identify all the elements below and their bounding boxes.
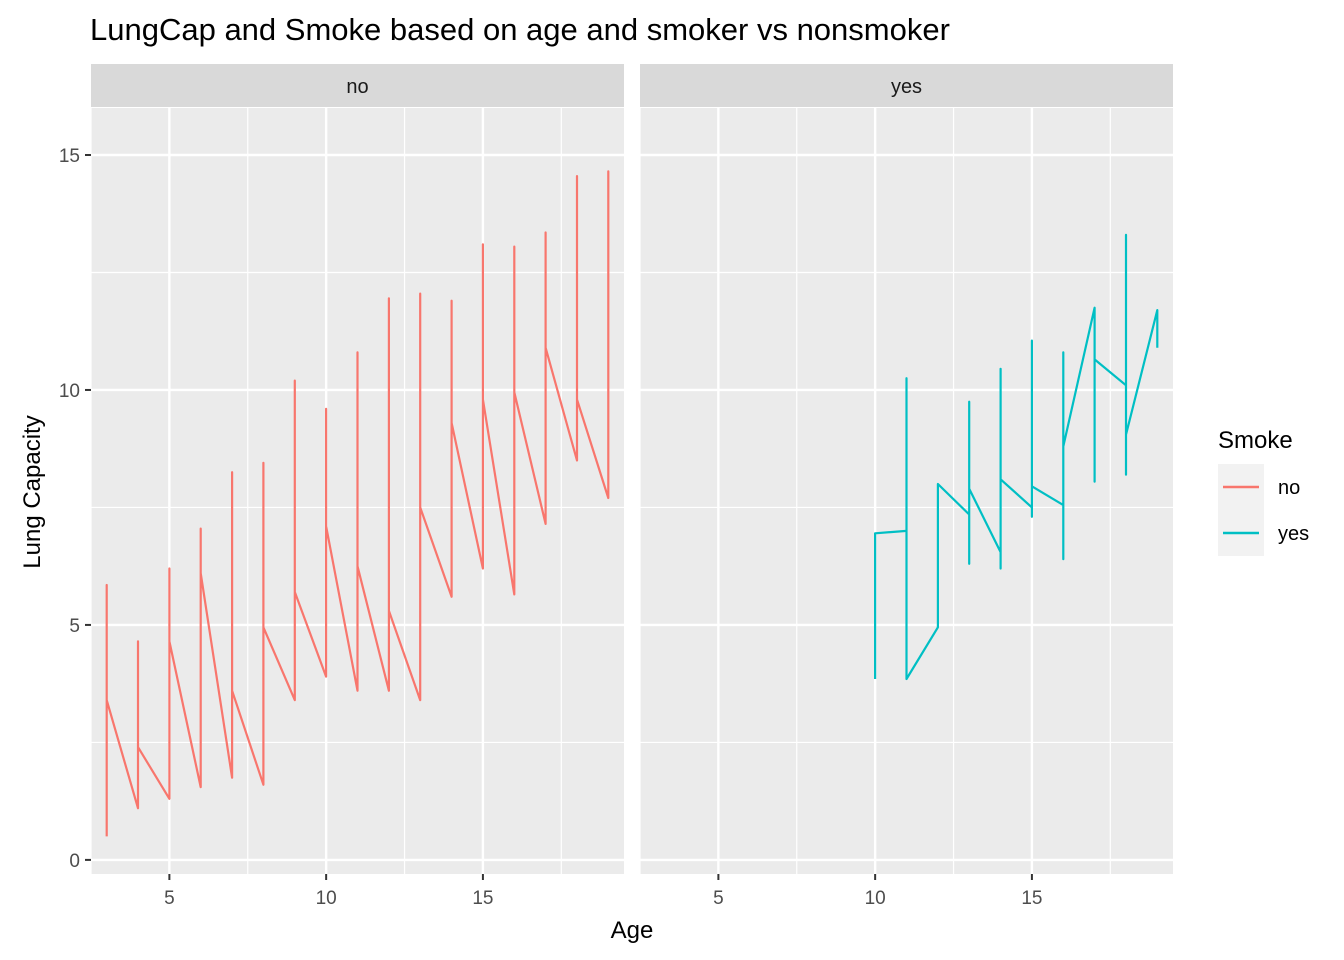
chart-title: LungCap and Smoke based on age and smoke… [90, 12, 950, 47]
legend-label: yes [1278, 523, 1309, 545]
series-line-yes [874, 233, 1159, 681]
facet-panel-yes: yes 5 10 15 [639, 64, 1173, 909]
y-tick-label: 5 [69, 616, 80, 637]
x-tick-label: 5 [713, 888, 724, 909]
facet-strip [91, 64, 624, 107]
x-tick-label: 15 [472, 888, 493, 909]
legend: Smoke no yes [1218, 427, 1309, 556]
facet-strip-label: no [346, 76, 368, 98]
y-axis-label: Lung Capacity [19, 415, 46, 568]
y-tick-label: 10 [59, 381, 80, 402]
legend-title: Smoke [1218, 427, 1293, 454]
y-tick-label: 15 [59, 146, 80, 167]
x-axis-label: Age [611, 917, 654, 944]
x-tick-label: 5 [164, 888, 175, 909]
x-tick-label: 10 [316, 888, 337, 909]
series-line-no [105, 170, 610, 837]
facet-strip [640, 64, 1173, 107]
x-tick-label: 15 [1021, 888, 1042, 909]
y-tick-label: 0 [69, 851, 80, 872]
legend-item-no: no [1218, 464, 1300, 510]
legend-label: no [1278, 477, 1300, 499]
facet-strip-label: yes [891, 76, 922, 98]
facet-panel-no: no 5 10 15 0 5 10 15 [59, 64, 624, 909]
x-tick-label: 10 [865, 888, 886, 909]
legend-item-yes: yes [1218, 510, 1309, 556]
